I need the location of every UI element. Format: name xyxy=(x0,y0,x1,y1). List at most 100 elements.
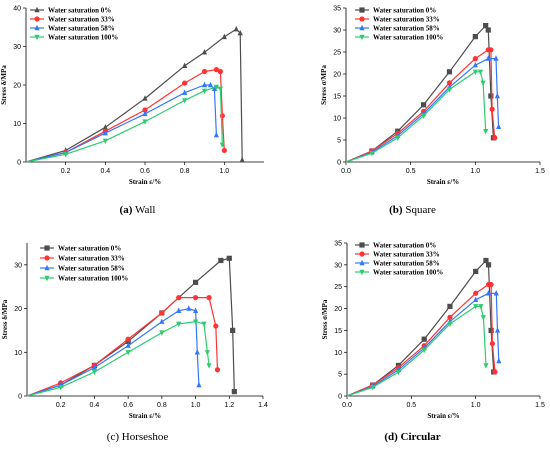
x-tick-label: 1.4 xyxy=(258,402,268,409)
legend-swatch-marker xyxy=(34,16,40,22)
caption-wall: (a) Wall xyxy=(0,204,275,216)
series-line xyxy=(346,292,500,397)
legend-swatch-marker xyxy=(359,269,365,276)
legend-swatch-marker xyxy=(34,34,40,41)
legend-swatch-marker xyxy=(34,6,40,13)
caption-square: (b) Square xyxy=(275,204,550,216)
x-tick-label: 0.0 xyxy=(341,168,351,175)
series-line xyxy=(25,28,243,163)
axes: 0 10 20 30 40 0.2 0.4 0.6 0.8 1.0 Strain ε/% Stress… xyxy=(0,6,264,186)
legend-item: Water saturation 100% xyxy=(30,34,118,42)
series-4 xyxy=(26,319,212,397)
x-axis-label: Strain ε/% xyxy=(427,412,459,420)
series-line xyxy=(26,321,210,397)
series-line xyxy=(25,68,225,163)
data-point xyxy=(480,315,486,321)
data-point xyxy=(494,92,500,99)
y-tick-label: 0 xyxy=(337,160,341,167)
data-point xyxy=(489,340,495,347)
caption-horseshoe: (c) Horseshoe xyxy=(0,431,275,443)
y-tick-label: 5 xyxy=(338,372,342,379)
legend-label: Water saturation 58% xyxy=(58,265,125,273)
data-point xyxy=(369,151,375,157)
series-line xyxy=(346,283,496,397)
data-point xyxy=(421,102,427,108)
caption-text: Circular xyxy=(400,431,441,443)
data-point xyxy=(446,69,453,75)
legend-label: Water saturation 0% xyxy=(58,245,121,253)
data-point xyxy=(125,342,131,348)
series-2 xyxy=(25,67,227,163)
legend-swatch-marker xyxy=(44,275,50,282)
data-point xyxy=(182,89,188,95)
y-tick-label: 5 xyxy=(337,138,341,145)
y-tick-label: 30 xyxy=(14,262,22,269)
data-point xyxy=(125,350,131,356)
data-point xyxy=(221,147,227,154)
y-tick-label: 20 xyxy=(13,83,21,90)
legend-item: Water saturation 58% xyxy=(355,25,440,33)
legend: Water saturation 0%Water saturation 33%W… xyxy=(355,7,443,42)
chart-panel-circular: 0 5 10 15 20 25 30 35 0.0 0.5 1.0 1.5 Strain ε/% Stre… xyxy=(275,227,550,454)
data-point xyxy=(395,369,402,376)
data-point xyxy=(206,295,212,301)
legend-label: Water saturation 33% xyxy=(373,16,440,24)
legend-label: Water saturation 100% xyxy=(58,275,128,283)
data-point xyxy=(142,95,148,101)
data-point xyxy=(485,27,491,33)
data-point xyxy=(102,129,108,136)
data-point xyxy=(63,152,69,158)
data-point xyxy=(142,107,148,113)
chart-square: 0 5 10 15 20 25 30 35 0.0 0.5 1.0 1.5 Strain ε/% Stre… xyxy=(320,6,545,187)
data-point xyxy=(370,385,376,391)
y-axis-label: Stress σ/MPa xyxy=(321,299,329,339)
data-point xyxy=(226,255,232,261)
legend-label: Water saturation 33% xyxy=(48,16,115,24)
legend-item: Water saturation 33% xyxy=(30,16,115,24)
data-point xyxy=(473,304,479,310)
legend-item: Water saturation 58% xyxy=(40,265,125,273)
data-point xyxy=(477,69,484,75)
data-point xyxy=(493,55,499,61)
caption-text: Horseshoe xyxy=(121,431,169,443)
chart-circular: 0 5 10 15 20 25 30 35 0.0 0.5 1.0 1.5 Strain ε/% Stre… xyxy=(321,241,545,421)
legend-item: Water saturation 100% xyxy=(355,34,443,42)
x-axis-label: Strain ε/% xyxy=(129,412,161,420)
data-point xyxy=(473,290,479,296)
x-tick-label: 0.8 xyxy=(180,168,190,175)
series-line xyxy=(26,296,219,397)
y-tick-label: 20 xyxy=(333,72,341,79)
chart-panel-square: 0 5 10 15 20 25 30 35 0.0 0.5 1.0 1.5 Strain ε/% Stre… xyxy=(275,0,550,227)
caption-letter: (a) xyxy=(119,204,133,216)
y-tick-label: 25 xyxy=(334,284,342,291)
data-point xyxy=(142,110,148,117)
x-tick-label: 1.0 xyxy=(470,168,480,175)
y-tick-label: 0 xyxy=(17,160,21,167)
data-point xyxy=(480,80,486,86)
data-point xyxy=(447,321,453,328)
y-tick-label: 25 xyxy=(333,50,341,57)
legend-swatch-marker xyxy=(44,264,50,271)
data-point xyxy=(421,347,427,354)
data-point xyxy=(204,350,210,356)
series-2 xyxy=(26,295,221,397)
legend-item: Water saturation 33% xyxy=(355,251,440,259)
legend-label: Water saturation 100% xyxy=(373,34,443,42)
data-point xyxy=(239,156,245,163)
y-tick-label: 30 xyxy=(333,28,341,35)
data-point xyxy=(489,106,495,112)
legend-item: Water saturation 100% xyxy=(40,275,128,283)
data-point xyxy=(194,349,200,355)
data-point xyxy=(492,135,498,141)
data-point xyxy=(102,124,108,130)
data-point xyxy=(102,138,108,145)
legend-item: Water saturation 0% xyxy=(40,245,121,253)
legend-swatch-marker xyxy=(359,16,365,22)
y-tick-label: 0 xyxy=(338,394,342,401)
caption-letter: (b) xyxy=(389,204,403,216)
x-tick-label: 0.2 xyxy=(61,168,71,175)
x-tick-label: 1.5 xyxy=(535,168,545,175)
x-tick-label: 0.2 xyxy=(56,402,66,409)
data-point xyxy=(447,314,453,320)
data-point xyxy=(446,87,453,93)
